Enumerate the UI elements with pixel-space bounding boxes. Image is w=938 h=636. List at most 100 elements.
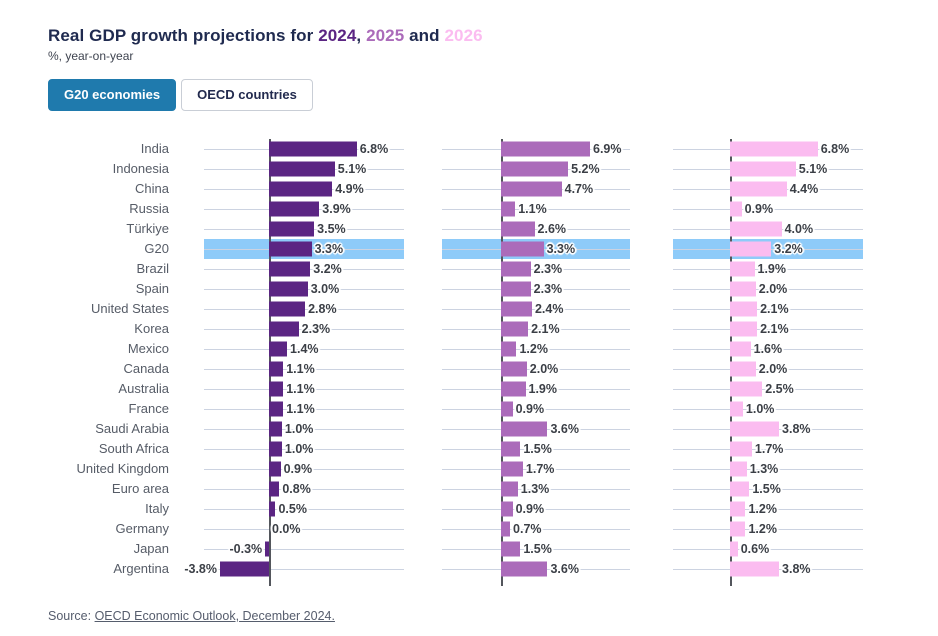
bar-2026-g20[interactable] [730,241,772,257]
bar-2025-india[interactable] [501,141,590,157]
bar-2025-united-states[interactable] [501,301,532,317]
bar-2026-china[interactable] [730,181,787,197]
bar-2026-euro-area[interactable] [730,481,750,497]
gridline [673,488,863,490]
bar-2025-russia[interactable] [501,201,516,217]
bar-2026-united-kingdom[interactable] [730,461,747,477]
chart-subtitle: %, year-on-year [48,49,134,63]
gridline [673,388,863,390]
bar-2025-mexico[interactable] [501,341,517,357]
chart-panel-2026: 1.5% [673,478,863,499]
bar-2025-france[interactable] [501,401,513,417]
bar-value-label: 3.9% [322,201,351,216]
bar-value-label: 0.0% [272,521,301,536]
chart-row-france: France 1.1% 0.9% 1.0% [48,398,938,419]
gridline [673,368,863,370]
bar-2026-canada[interactable] [730,361,756,377]
tab-g20-economies[interactable]: G20 economies [48,79,177,111]
bar-2024-euro-area[interactable] [269,481,280,497]
bar-2024-japan[interactable] [265,541,269,557]
bar-2025-t-rkiye[interactable] [501,221,535,237]
bar-2026-india[interactable] [730,141,818,157]
bar-2025-japan[interactable] [501,541,521,557]
bar-2026-spain[interactable] [730,281,756,297]
bar-2024-brazil[interactable] [269,261,311,277]
bar-2026-brazil[interactable] [730,261,755,277]
bar-2024-south-africa[interactable] [269,441,282,457]
bar-2025-canada[interactable] [501,361,527,377]
bar-2024-china[interactable] [269,181,333,197]
bar-2024-argentina[interactable] [219,561,269,577]
bar-2026-australia[interactable] [730,381,763,397]
axis-line [269,578,271,586]
chart-panel-2026: 3.2% [673,238,863,259]
bar-2025-korea[interactable] [501,321,529,337]
chart-panel-2026: 5.1% [673,158,863,179]
bar-2025-germany[interactable] [501,521,511,537]
bar-2024-united-kingdom[interactable] [269,461,281,477]
bar-2026-italy[interactable] [730,501,746,517]
gridline [442,268,630,270]
bar-2026-south-africa[interactable] [730,441,752,457]
bar-2024-russia[interactable] [269,201,320,217]
chart-row-argentina: Argentina -3.8% 3.6% 3.8% [48,558,938,579]
bar-2025-spain[interactable] [501,281,531,297]
chart-panel-2026: 2.0% [673,358,863,379]
bar-2026-saudi-arabia[interactable] [730,421,780,437]
bar-2024-mexico[interactable] [269,341,288,357]
bar-2025-south-africa[interactable] [501,441,521,457]
chart-row-italy: Italy 0.5% 0.9% 1.2% [48,498,938,519]
bar-2026-argentina[interactable] [730,561,780,577]
bar-2025-brazil[interactable] [501,261,531,277]
bar-2025-saudi-arabia[interactable] [501,421,548,437]
gridline [673,528,863,530]
bar-2024-australia[interactable] [269,381,284,397]
bar-2026-mexico[interactable] [730,341,751,357]
bar-2025-italy[interactable] [501,501,513,517]
chart-row-indonesia: Indonesia 5.1% 5.2% 5.1% [48,158,938,179]
bar-2025-euro-area[interactable] [501,481,518,497]
bar-2024-spain[interactable] [269,281,308,297]
bar-2026-united-states[interactable] [730,301,758,317]
bar-value-label: 2.3% [533,261,563,276]
bar-2026-russia[interactable] [730,201,742,217]
bar-2024-italy[interactable] [269,501,276,517]
bar-2026-t-rkiye[interactable] [730,221,782,237]
gridline [442,488,630,490]
bar-2026-germany[interactable] [730,521,746,537]
chart-panel-2025: 0.9% [442,498,630,519]
chart-panel-2024: 3.2% [204,258,404,279]
bar-2024-g20[interactable] [269,241,312,257]
bar-2024-france[interactable] [269,401,284,417]
source-link[interactable]: OECD Economic Outlook, December 2024. [94,608,335,623]
bar-2025-indonesia[interactable] [501,161,569,177]
bar-2026-korea[interactable] [730,321,758,337]
category-label: Argentina [113,560,169,576]
bar-value-label: 4.4% [789,181,819,196]
bar-value-label: 4.0% [784,221,814,236]
bar-2024-saudi-arabia[interactable] [269,421,282,437]
bar-value-label: 0.6% [740,541,770,556]
bar-2025-argentina[interactable] [501,561,548,577]
bar-2024-korea[interactable] [269,321,299,337]
chart-panel-2025: 2.4% [442,298,630,319]
bar-2024-t-rkiye[interactable] [269,221,315,237]
bar-2024-indonesia[interactable] [269,161,335,177]
bar-2025-g20[interactable] [501,241,544,257]
bar-2026-japan[interactable] [730,541,738,557]
bar-2024-india[interactable] [269,141,357,157]
axis-line [269,518,271,539]
bar-2026-france[interactable] [730,401,743,417]
title-year-2025: 2025 [366,26,405,45]
title-prefix: Real GDP growth projections for [48,26,319,45]
bar-2025-china[interactable] [501,181,562,197]
bar-2026-indonesia[interactable] [730,161,796,177]
bar-2024-united-states[interactable] [269,301,306,317]
bar-2024-canada[interactable] [269,361,284,377]
chart-panel-2025: 2.1% [442,318,630,339]
bar-value-label: 1.0% [284,441,314,456]
tab-oecd-countries[interactable]: OECD countries [181,79,313,111]
category-label: Canada [123,360,169,376]
bar-2025-united-kingdom[interactable] [501,461,523,477]
bar-2025-australia[interactable] [501,381,526,397]
